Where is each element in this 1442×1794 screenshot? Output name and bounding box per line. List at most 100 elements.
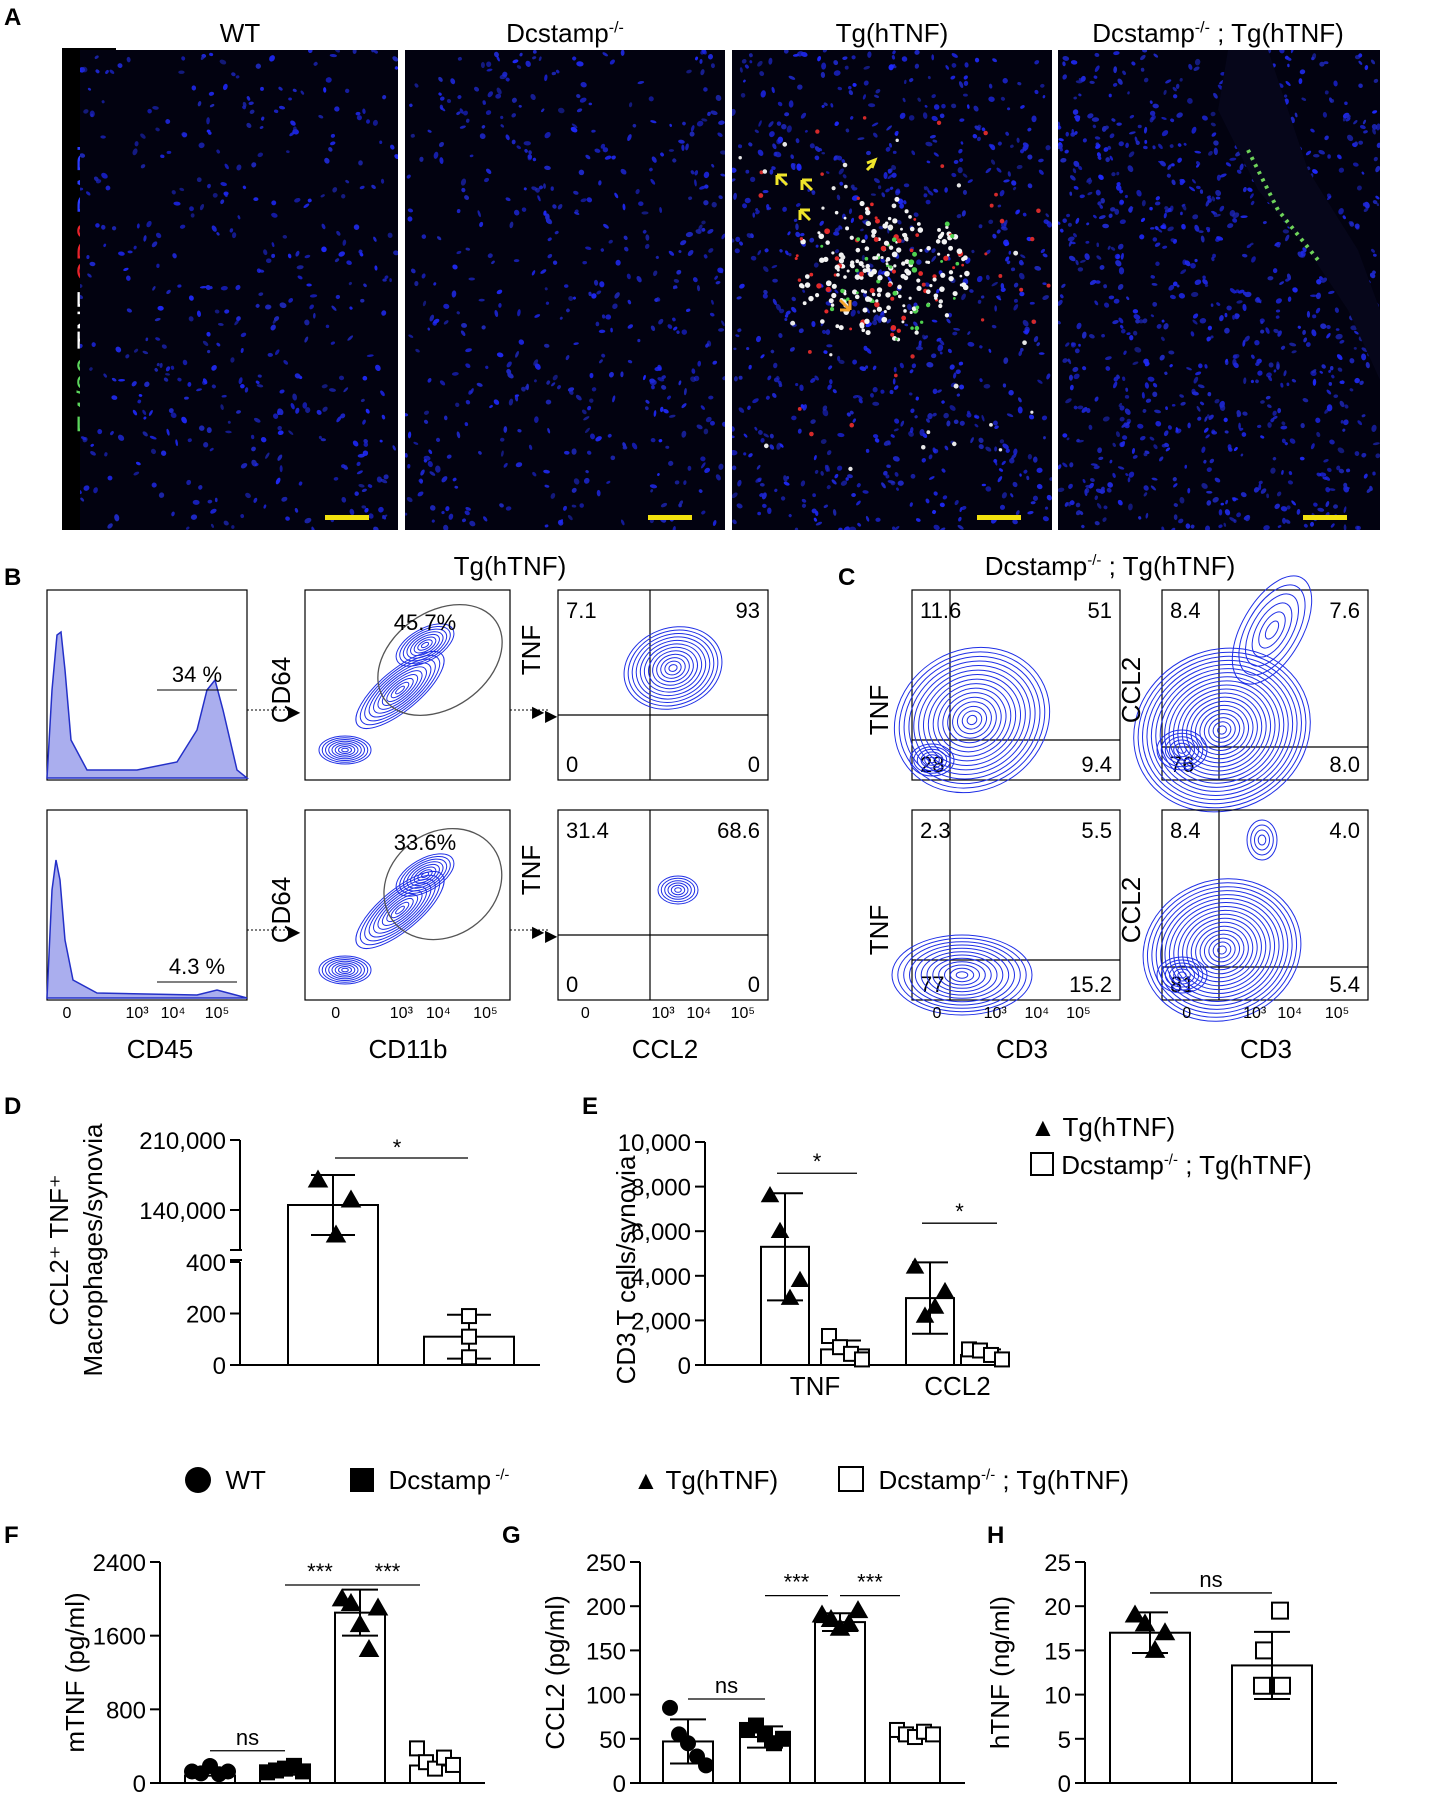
quadrant-value: 0 xyxy=(748,752,760,777)
quadrant-value: 2.3 xyxy=(920,818,951,843)
gate-arrow: ▶ xyxy=(288,704,301,721)
y-tick-label: 20 xyxy=(1044,1594,1071,1621)
axis-label: CD64 xyxy=(266,657,296,723)
data-point xyxy=(445,1756,461,1773)
y-tick-label: 140,000 xyxy=(139,1198,226,1225)
micro-header-dcstamp: Dcstamp-/- xyxy=(506,18,624,48)
data-point xyxy=(775,1730,791,1747)
micro-header-wt: WT xyxy=(219,18,261,48)
panel-label-a: A xyxy=(4,4,22,31)
panel-label-b: B xyxy=(4,564,22,591)
y-axis-label: Macrophages/synovia xyxy=(78,1123,108,1376)
scale-bar xyxy=(325,515,369,520)
data-point xyxy=(838,1613,860,1632)
data-point xyxy=(1255,1641,1273,1660)
panel-label-d: D xyxy=(4,1093,22,1120)
data-point xyxy=(461,1308,477,1325)
axis-label: CD3 xyxy=(996,1034,1048,1064)
data-point xyxy=(760,1186,780,1203)
tick-label: 10³ xyxy=(125,1005,149,1022)
data-point xyxy=(409,1740,425,1757)
axis-label: CCL2 xyxy=(1116,657,1146,723)
significance-label: * xyxy=(393,1135,402,1160)
legend-f-dctg: Dcstamp-/- ; Tg(hTNF) xyxy=(838,1465,1129,1496)
tick-label: 0 xyxy=(331,1005,340,1022)
tick-label: 0 xyxy=(581,1005,590,1022)
quadrant-value: 76 xyxy=(1170,752,1194,777)
tick-label: 10⁴ xyxy=(161,1005,186,1022)
panel-label-f: F xyxy=(4,1522,19,1549)
y-tick-label: 25 xyxy=(1044,1550,1071,1577)
data-point xyxy=(358,1638,380,1657)
y-axis-label: CCL2⁺ TNF⁺ xyxy=(44,1174,74,1325)
data-point xyxy=(698,1757,714,1774)
tick-label: 10⁵ xyxy=(473,1005,497,1022)
axis-label: CD45 xyxy=(127,1034,193,1064)
data-point xyxy=(340,1592,362,1611)
data-point xyxy=(854,1351,870,1368)
quadrant-value: 5.5 xyxy=(1081,818,1112,843)
legend-f-wt: WT xyxy=(185,1465,266,1496)
tick-label: 10⁵ xyxy=(1325,1005,1349,1022)
y-tick-label: 10 xyxy=(1044,1683,1071,1710)
tick-label: 10⁴ xyxy=(1024,1005,1049,1022)
data-point xyxy=(220,1763,236,1780)
y-axis-label: hTNF (ng/ml) xyxy=(985,1596,1015,1749)
y-tick-label: 6,000 xyxy=(631,1219,691,1246)
legend-e-tg: ▲ Tg(hTNF) xyxy=(1030,1112,1176,1142)
data-point xyxy=(915,1306,935,1323)
quadrant-value: 0 xyxy=(566,752,578,777)
flow-cytometry-panels: Tg(hTNF) Dcstamp-/- ; Tg(hTNF) 34 % ▶ 4.3 … xyxy=(46,551,1369,1064)
significance-label: *** xyxy=(857,1570,883,1595)
y-axis-label: mTNF (pg/ml) xyxy=(60,1592,90,1752)
panel-label-h: H xyxy=(987,1522,1005,1549)
y-tick-label: 1600 xyxy=(93,1624,146,1651)
bar xyxy=(814,1621,866,1784)
y-tick-label: 2400 xyxy=(93,1550,146,1577)
legend-f-dc: Dcstamp -/- xyxy=(350,1465,509,1496)
tick-label: 10⁴ xyxy=(686,1005,711,1022)
data-point xyxy=(1144,1639,1166,1658)
significance-label: ns xyxy=(1199,1567,1222,1592)
quadrant-value: 0 xyxy=(748,972,760,997)
micro-header-dctg: Dcstamp-/- ; Tg(hTNF) xyxy=(1092,18,1344,48)
y-tick-label: 2,000 xyxy=(631,1308,691,1335)
quadrant-value: 8.4 xyxy=(1170,598,1201,623)
axis-label: TNF xyxy=(864,905,894,956)
y-tick-label: 0 xyxy=(1058,1771,1071,1794)
micrograph-dctg xyxy=(1058,50,1380,530)
quadrant-value: 68.6 xyxy=(717,818,760,843)
x-category-label: TNF xyxy=(790,1371,841,1401)
micrograph-dcstamp xyxy=(405,50,725,530)
quadrant-value: 31.4 xyxy=(566,818,609,843)
tick-label: 10⁵ xyxy=(205,1005,229,1022)
tick-label: 0 xyxy=(933,1005,942,1022)
y-tick-label: 0 xyxy=(133,1771,146,1794)
data-point xyxy=(820,1608,842,1627)
significance-label: *** xyxy=(784,1570,810,1595)
gate-percent: 33.6% xyxy=(394,830,456,855)
y-tick-label: 15 xyxy=(1044,1638,1071,1665)
data-point xyxy=(994,1351,1010,1368)
data-point xyxy=(1271,1601,1289,1620)
tick-label: 10⁴ xyxy=(426,1005,451,1022)
panel-label-g: G xyxy=(502,1522,521,1549)
data-point xyxy=(325,1224,347,1243)
data-point xyxy=(680,1735,696,1752)
significance-label: ns xyxy=(715,1673,738,1698)
data-point xyxy=(1134,1613,1156,1632)
data-point xyxy=(925,1726,941,1743)
axis-label: TNF xyxy=(516,625,546,676)
y-tick-label: 800 xyxy=(106,1697,146,1724)
legend-f-tg: ▲ Tg(hTNF) xyxy=(633,1465,779,1495)
axis-label: CD11b xyxy=(368,1034,447,1064)
data-point xyxy=(770,1221,790,1238)
y-tick-label: 5 xyxy=(1058,1727,1071,1754)
data-point xyxy=(1124,1604,1146,1623)
flow-title-c: Dcstamp-/- ; Tg(hTNF) xyxy=(985,551,1236,581)
gate-percent: 45.7% xyxy=(394,610,456,635)
tick-label: 10⁵ xyxy=(731,1005,755,1022)
quadrant-value: 51 xyxy=(1088,598,1112,623)
hist-percent: 34 % xyxy=(172,662,222,687)
scale-bar xyxy=(1303,515,1347,520)
